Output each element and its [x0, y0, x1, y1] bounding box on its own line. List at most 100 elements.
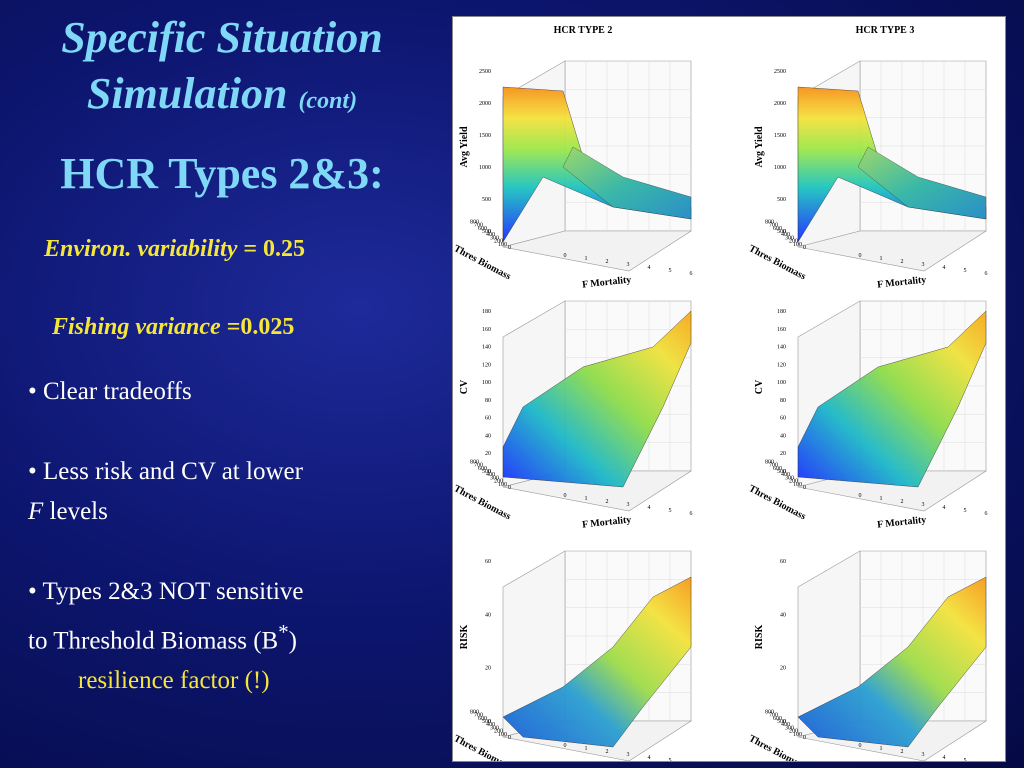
- x-tick-label: 0: [859, 743, 862, 749]
- depth-tick-label: 300: [785, 725, 794, 731]
- depth-tick-label: 100: [793, 482, 802, 488]
- depth-tick-label: 700: [769, 223, 778, 229]
- y-axis-label: CV: [754, 379, 765, 394]
- x-tick-label: 1: [585, 496, 588, 502]
- x-tick-label: 5: [669, 758, 672, 761]
- y-tick-label: 500: [482, 197, 491, 203]
- y-tick-label: 0: [488, 719, 491, 725]
- depth-tick-label: 800: [765, 459, 774, 465]
- y-tick-label: 20: [780, 451, 786, 457]
- title-line-2: Simulation: [86, 69, 288, 118]
- x-tick-label: 1: [585, 256, 588, 262]
- x-tick-label: 2: [901, 259, 904, 265]
- y-axis-label: Avg Yield: [459, 126, 470, 167]
- y-tick-label: 2500: [774, 69, 786, 75]
- floor: [502, 230, 693, 272]
- depth-tick-label: 100: [793, 242, 802, 248]
- resilience-factor: resilience factor (!): [78, 667, 270, 695]
- surface-cv: [797, 310, 987, 488]
- depth-tick-label: 300: [785, 235, 794, 241]
- depth-tick-label: 800: [765, 709, 774, 715]
- x-tick-label: 1: [880, 746, 883, 752]
- y-tick-label: 140: [777, 345, 786, 351]
- depth-tick-label: 500: [777, 719, 786, 725]
- depth-tick-label: 700: [769, 713, 778, 719]
- depth-tick-label: 300: [490, 725, 499, 731]
- depth-tick-label: 0: [508, 485, 511, 491]
- x-tick-label: 3: [922, 502, 925, 508]
- y-tick-label: 60: [485, 559, 491, 565]
- bullet-list: • Clear tradeoffs • Less risk and CV at …: [28, 372, 438, 701]
- x-axis-label: F Mortality: [877, 274, 927, 290]
- y-tick-label: 1500: [479, 133, 491, 139]
- depth-tick-label: 400: [486, 472, 495, 478]
- x-tick-label: 3: [627, 502, 630, 508]
- x-tick-label: 0: [564, 253, 567, 259]
- depth-tick-label: 500: [777, 229, 786, 235]
- depth-tick-label: 600: [773, 716, 782, 722]
- y-tick-label: 140: [482, 345, 491, 351]
- bullet-less-risk: • Less risk and CV at lower: [28, 458, 303, 485]
- depth-tick-label: 400: [781, 722, 790, 728]
- depth-axis-label: Thres Biomass: [747, 243, 808, 282]
- depth-tick-label: 400: [781, 232, 790, 238]
- depth-tick-label: 500: [777, 469, 786, 475]
- surface-risk: [502, 576, 692, 748]
- y-tick-label: 60: [780, 559, 786, 565]
- y-tick-label: 20: [485, 666, 491, 672]
- depth-tick-label: 600: [478, 226, 487, 232]
- x-tick-label: 4: [943, 265, 946, 271]
- x-tick-label: 3: [922, 752, 925, 758]
- y-tick-label: 80: [780, 398, 786, 404]
- y-tick-label: 40: [485, 612, 491, 618]
- y-tick-label: 120: [482, 362, 491, 368]
- fishing-variance-value: =0.025: [220, 314, 295, 340]
- depth-tick-label: 500: [482, 719, 491, 725]
- y-tick-label: 120: [777, 362, 786, 368]
- depth-tick-label: 200: [494, 239, 503, 245]
- y-axis-label: RISK: [459, 625, 470, 650]
- x-tick-label: 6: [690, 271, 693, 277]
- depth-tick-label: 0: [508, 245, 511, 251]
- x-tick-label: 5: [669, 508, 672, 514]
- depth-tick-label: 400: [781, 472, 790, 478]
- depth-tick-label: 200: [789, 729, 798, 735]
- floor: [797, 230, 988, 272]
- depth-tick-label: 100: [793, 732, 802, 738]
- depth-tick-label: 800: [470, 219, 479, 225]
- x-tick-label: 2: [606, 499, 609, 505]
- x-tick-label: 4: [943, 505, 946, 511]
- x-tick-label: 4: [648, 265, 651, 271]
- depth-tick-label: 100: [498, 732, 507, 738]
- depth-tick-label: 200: [494, 479, 503, 485]
- depth-tick-label: 800: [470, 709, 479, 715]
- y-tick-label: 60: [780, 416, 786, 422]
- x-tick-label: 4: [648, 755, 651, 761]
- y-tick-label: 20: [485, 451, 491, 457]
- depth-tick-label: 0: [803, 245, 806, 251]
- depth-tick-label: 200: [494, 729, 503, 735]
- depth-tick-label: 700: [474, 223, 483, 229]
- x-tick-label: 0: [564, 743, 567, 749]
- y-tick-label: 0: [783, 719, 786, 725]
- depth-tick-label: 0: [803, 485, 806, 491]
- threshold-end: ): [288, 627, 297, 655]
- depth-tick-label: 400: [486, 232, 495, 238]
- y-tick-label: 500: [777, 197, 786, 203]
- depth-axis-label: Thres Biomass: [453, 483, 513, 522]
- title-cont: (cont): [298, 88, 358, 114]
- y-tick-label: 1500: [774, 133, 786, 139]
- x-tick-label: 0: [859, 253, 862, 259]
- column-title-hcr-type-3: HCR TYPE 3: [856, 25, 915, 36]
- depth-tick-label: 300: [785, 475, 794, 481]
- y-axis-label: RISK: [754, 625, 765, 650]
- depth-tick-label: 300: [490, 235, 499, 241]
- depth-tick-label: 100: [498, 482, 507, 488]
- x-tick-label: 6: [985, 271, 988, 277]
- depth-tick-label: 700: [769, 463, 778, 469]
- y-tick-label: 0: [488, 469, 491, 475]
- x-tick-label: 4: [648, 505, 651, 511]
- depth-tick-label: 600: [773, 466, 782, 472]
- y-tick-label: 40: [780, 612, 786, 618]
- y-tick-label: 160: [482, 327, 491, 333]
